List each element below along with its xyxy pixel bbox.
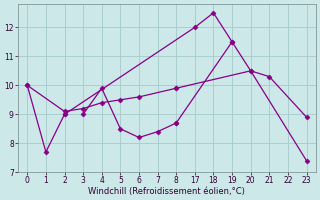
X-axis label: Windchill (Refroidissement éolien,°C): Windchill (Refroidissement éolien,°C)	[88, 187, 245, 196]
